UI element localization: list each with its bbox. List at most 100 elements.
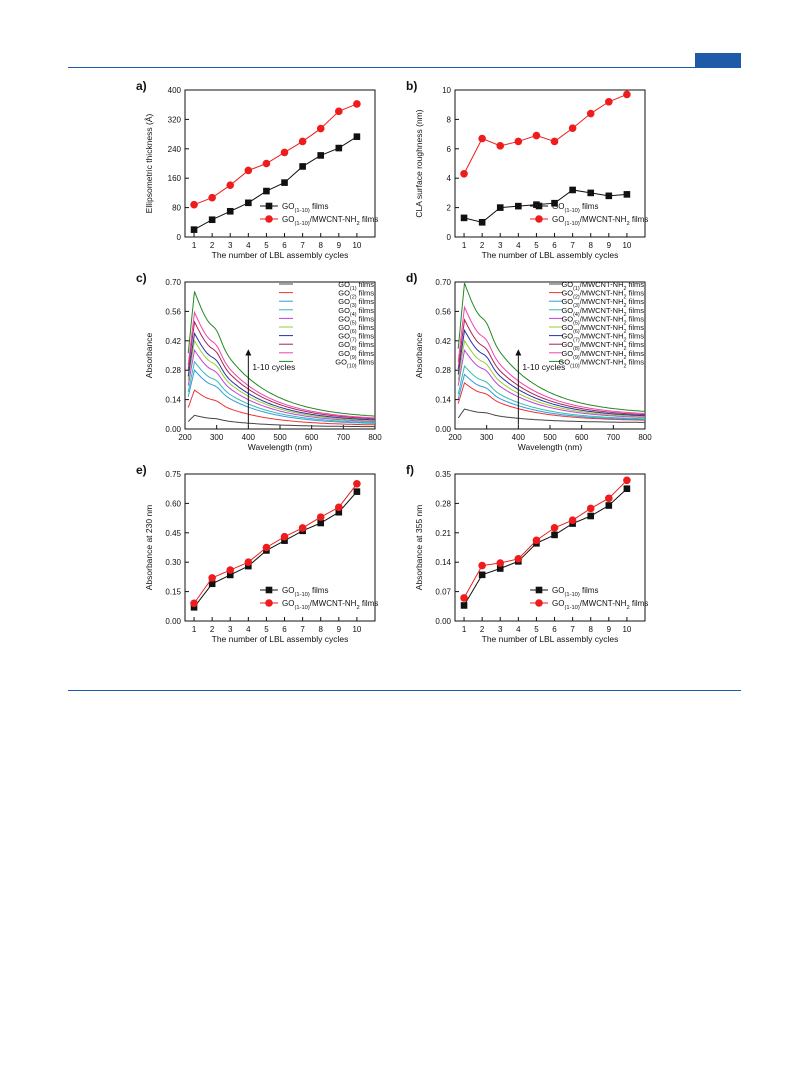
data-point	[353, 133, 361, 140]
data-point	[623, 191, 631, 198]
y-tick-label: 0.14	[435, 396, 451, 405]
panel-label: a)	[136, 79, 147, 93]
x-tick-label: 1	[462, 241, 467, 250]
data-point	[532, 536, 541, 545]
legend-marker	[265, 586, 273, 594]
legend-marker	[535, 215, 543, 223]
data-point	[514, 555, 523, 563]
data-point	[478, 571, 486, 579]
legend-label: GO(1-10)/MWCNT-NH2 films	[552, 215, 648, 227]
x-tick-label: 5	[534, 625, 539, 634]
x-tick-label: 9	[337, 241, 342, 250]
x-tick-label: 7	[570, 241, 575, 250]
legend-marker	[535, 599, 543, 607]
cycles-arrow-head	[515, 349, 522, 356]
x-axis-label: Wavelength (nm)	[248, 442, 313, 452]
data-point	[605, 502, 613, 509]
legend-label: GO(4)/MWCNT-NH2 films	[561, 306, 644, 318]
legend-label: GO(8)/MWCNT-NH2 films	[561, 340, 644, 352]
y-axis-label: Ellipsometric thickness (Å)	[144, 114, 154, 214]
x-tick-label: 800	[638, 433, 652, 442]
y-tick-label: 8	[447, 115, 452, 124]
y-tick-label: 0.56	[435, 307, 451, 316]
data-point	[317, 519, 325, 527]
legend-marker	[265, 202, 273, 210]
y-axis-label: Absorbance	[414, 333, 424, 379]
data-point	[496, 204, 504, 211]
data-point	[262, 543, 271, 552]
x-tick-label: 600	[305, 433, 319, 442]
x-tick-label: 8	[588, 241, 593, 250]
data-point	[190, 226, 198, 233]
x-tick-label: 4	[516, 241, 521, 250]
data-point	[226, 566, 235, 574]
y-tick-label: 0	[447, 233, 452, 242]
x-tick-label: 3	[498, 241, 503, 250]
x-tick-label: 2	[480, 241, 485, 250]
x-axis-label: The number of LBL assembly cycles	[212, 250, 349, 260]
legend-label: GO(1-10)/MWCNT-NH2 films	[282, 599, 378, 611]
x-axis-label: Wavelength (nm)	[518, 442, 583, 452]
data-point	[460, 169, 468, 178]
data-point	[190, 603, 198, 611]
x-tick-label: 6	[282, 625, 287, 634]
legend-label: GO(2) films	[338, 289, 374, 301]
y-tick-label: 0.00	[165, 425, 181, 434]
data-point	[281, 537, 288, 544]
data-point	[496, 559, 505, 567]
footer-rule	[68, 690, 741, 691]
legend-label: GO(1-10)/MWCNT-NH2 films	[282, 215, 378, 227]
x-tick-label: 600	[575, 433, 589, 442]
y-tick-label: 240	[168, 145, 182, 154]
plot-frame	[184, 473, 376, 622]
x-tick-label: 800	[368, 433, 382, 442]
x-tick-label: 3	[228, 241, 233, 250]
y-tick-label: 0.21	[435, 529, 451, 538]
header-rule	[68, 67, 741, 68]
x-tick-label: 4	[516, 625, 521, 634]
data-point	[316, 513, 325, 521]
data-point	[460, 214, 468, 222]
legend-label: GO(1) films	[338, 280, 374, 292]
data-point	[515, 202, 522, 210]
data-point	[335, 503, 343, 512]
y-tick-label: 0.00	[435, 617, 451, 626]
series-line	[193, 491, 358, 608]
series-line	[463, 479, 628, 599]
y-tick-label: 0.35	[435, 470, 451, 479]
y-tick-label: 320	[168, 115, 182, 124]
data-point	[316, 124, 325, 133]
x-tick-label: 9	[607, 625, 612, 634]
y-axis-label: Absorbance at 230 nm	[144, 505, 154, 591]
spectrum-line	[457, 318, 645, 416]
x-tick-label: 10	[352, 625, 361, 634]
y-tick-label: 0.00	[165, 617, 181, 626]
data-point	[190, 200, 198, 209]
data-point	[208, 580, 216, 588]
y-axis-label: CLA surface roughness (nm)	[414, 109, 424, 217]
y-tick-label: 0.28	[435, 499, 451, 508]
y-tick-label: 0.42	[435, 337, 451, 346]
spectrum-line	[457, 381, 646, 421]
spectrum-line	[457, 339, 646, 418]
legend-label: GO(1-10) films	[552, 202, 598, 214]
legend-label: GO(7) films	[338, 332, 374, 344]
x-tick-label: 400	[242, 433, 256, 442]
panel-label: f)	[406, 463, 414, 477]
x-tick-label: 2	[480, 625, 485, 634]
data-point	[569, 186, 576, 194]
x-tick-label: 3	[498, 625, 503, 634]
x-tick-label: 700	[337, 433, 351, 442]
y-tick-label: 2	[447, 204, 452, 213]
spectrum-line	[187, 369, 376, 424]
x-tick-label: 700	[607, 433, 621, 442]
data-point	[353, 480, 361, 488]
x-tick-label: 1	[462, 625, 467, 634]
legend-label: GO(1-10) films	[552, 586, 598, 598]
y-tick-label: 0.14	[165, 396, 181, 405]
y-tick-label: 80	[172, 204, 181, 213]
x-tick-label: 5	[264, 625, 269, 634]
y-tick-label: 0.70	[165, 278, 181, 287]
data-point	[568, 516, 577, 524]
legend-label: GO(3)/MWCNT-NH2 films	[561, 297, 644, 309]
